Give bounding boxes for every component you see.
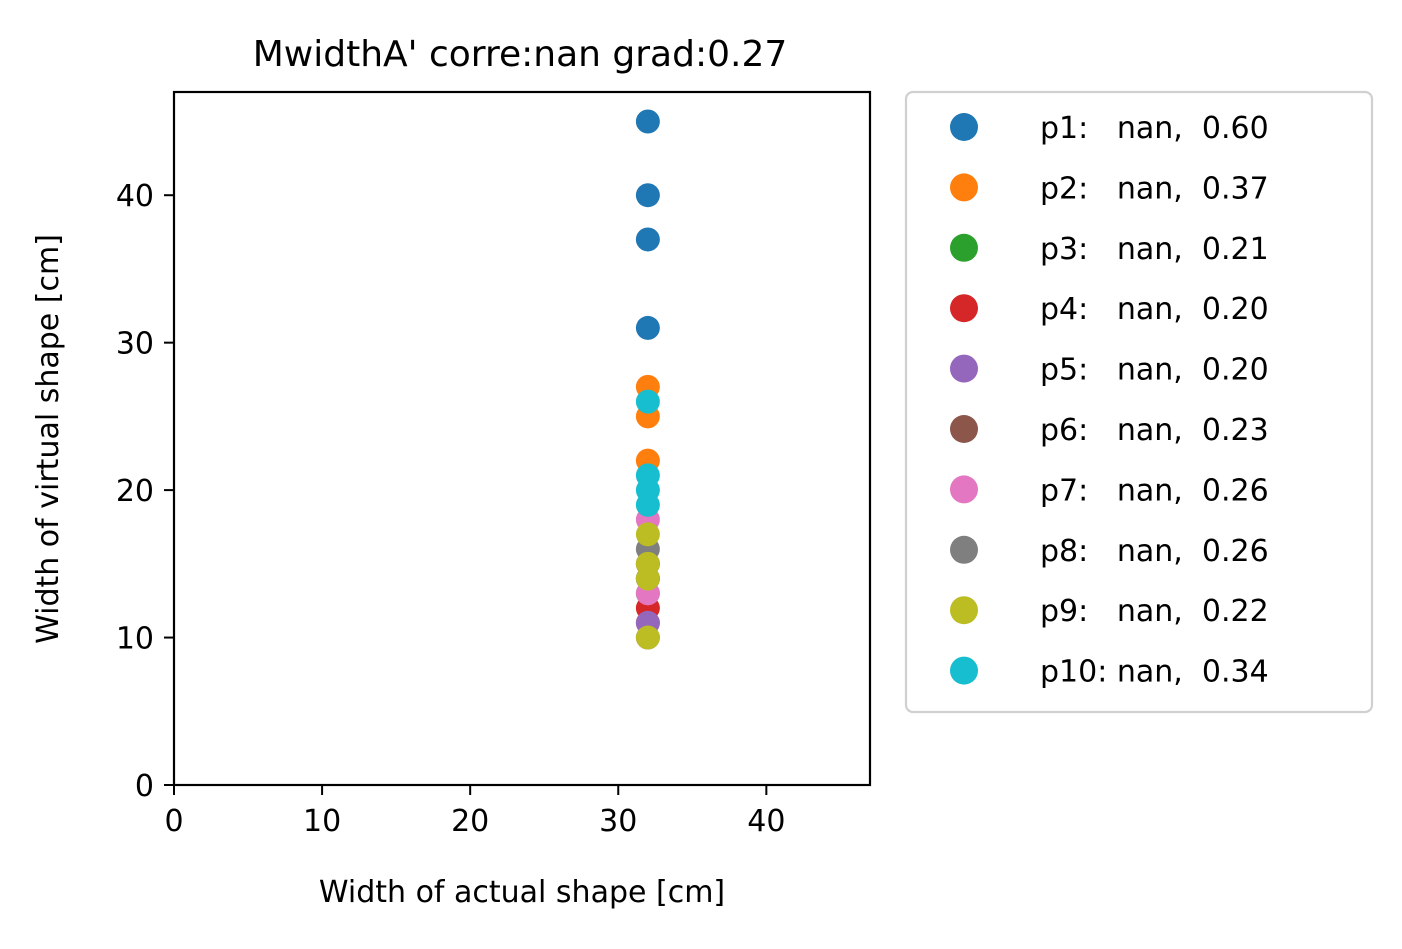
data-point-p10 [635,492,660,517]
chart-title: MwidthA' corre:nan grad:0.27 [253,34,788,75]
legend-marker-p8 [950,535,978,564]
x-tick-label: 20 [451,804,489,839]
x-tick-label: 10 [303,804,341,839]
x-tick-label: 0 [164,804,183,839]
y-tick-label: 30 [116,327,154,362]
data-point-p1 [635,315,660,340]
y-tick-label: 20 [116,474,154,509]
legend-marker-p10 [950,656,978,685]
data-point-p9 [635,625,660,650]
x-tick-label: 40 [747,804,785,839]
legend-marker-p7 [950,475,978,504]
data-point-p9 [635,566,660,591]
x-axis-label: Width of actual shape [cm] [319,875,725,910]
legend-marker-p4 [950,294,978,323]
legend-label-p1: p1: nan, 0.60 [1040,111,1269,146]
legend-label-p4: p4: nan, 0.20 [1040,292,1269,327]
legend-marker-p2 [950,173,978,202]
y-tick-label: 10 [116,622,154,657]
legend-label-p5: p5: nan, 0.20 [1040,353,1269,388]
y-tick-label: 40 [116,179,154,214]
x-axis-ticks: 0 10 20 30 40 [164,785,785,839]
legend: p1: nan, 0.60 p2: nan, 0.37 p3: nan, 0.21 p… [904,90,1374,714]
data-point-p1 [635,109,660,134]
legend-marker-p5 [950,354,978,383]
legend-label-p8: p8: nan, 0.26 [1040,534,1269,569]
plot-area-frame [172,90,872,787]
data-point-p9 [635,522,660,547]
legend-label-p10: p10: nan, 0.34 [1040,655,1269,690]
data-points-layer [635,109,660,650]
legend-marker-p6 [950,415,978,443]
legend-frame [904,90,1374,714]
legend-marker-p9 [950,596,978,625]
legend-label-p2: p2: nan, 0.37 [1040,171,1269,206]
legend-marker-p3 [950,233,978,262]
legend-label-p9: p9: nan, 0.22 [1040,594,1269,629]
y-axis-ticks: 0 10 20 30 40 [116,179,174,804]
data-point-p1 [635,227,660,252]
legend-label-p3: p3: nan, 0.21 [1040,232,1269,267]
data-point-p1 [635,183,660,208]
legend-marker-p1 [950,113,978,141]
data-point-p10 [635,389,660,414]
legend-label-p6: p6: nan, 0.23 [1040,413,1269,448]
x-tick-label: 30 [599,804,637,839]
y-axis-label: Width of virtual shape [cm] [31,234,66,644]
legend-label-p7: p7: nan, 0.26 [1040,473,1269,508]
y-tick-label: 0 [135,769,154,804]
